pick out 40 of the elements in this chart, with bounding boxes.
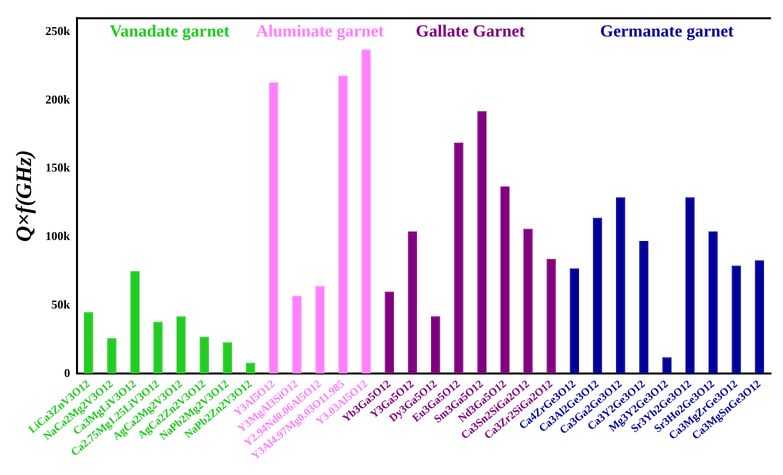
bar <box>708 231 718 374</box>
bar <box>754 260 764 374</box>
text: Vanadate garnet <box>110 22 230 41</box>
bar <box>524 228 533 374</box>
bar <box>384 292 394 374</box>
bar <box>130 271 140 374</box>
bar <box>84 312 94 374</box>
y-tick-label: 100k <box>45 229 70 244</box>
bar <box>639 241 648 374</box>
bar <box>222 342 232 374</box>
y-tick-label: 150k <box>45 160 70 175</box>
bar <box>592 218 602 374</box>
bar <box>662 357 672 374</box>
bar <box>616 197 626 374</box>
bar <box>200 336 209 374</box>
bar <box>685 197 695 374</box>
bar <box>292 296 302 374</box>
series-label: Aluminate garnet <box>256 22 384 41</box>
y-axis-title: Q×f(GHz) <box>10 150 36 242</box>
bar <box>153 322 163 374</box>
text: Germanate garnet <box>600 22 734 41</box>
y-tick-label: 250k <box>45 24 70 38</box>
bar <box>408 231 418 374</box>
bar <box>338 76 348 374</box>
bar <box>546 258 556 374</box>
bar <box>570 268 580 374</box>
bar <box>107 338 116 374</box>
bar <box>430 316 440 374</box>
bar <box>500 186 510 374</box>
bar <box>362 50 371 374</box>
bar <box>176 316 186 374</box>
bar <box>315 286 325 374</box>
bar <box>732 266 741 374</box>
y-tick-label: 0 <box>64 366 70 380</box>
bar <box>269 82 278 374</box>
text: Gallate Garnet <box>416 22 526 41</box>
bar <box>477 111 486 374</box>
y-tick-label: 50k <box>51 297 70 312</box>
y-tick-label: 200k <box>45 92 70 106</box>
bar <box>454 142 464 374</box>
